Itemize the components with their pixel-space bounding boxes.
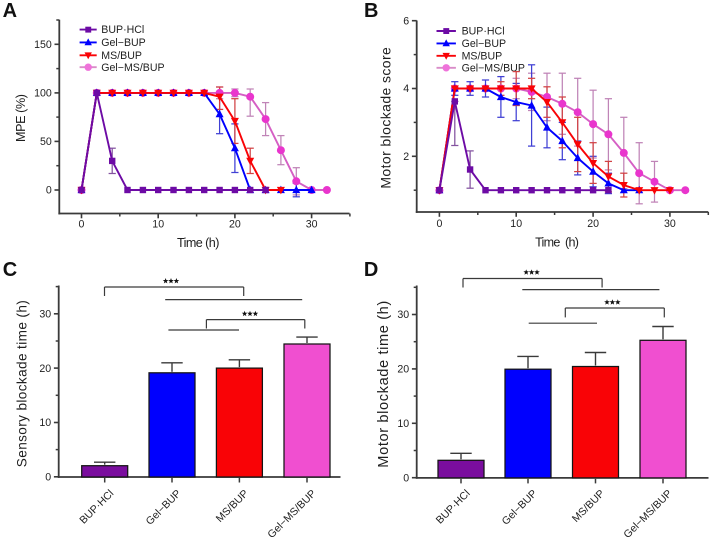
svg-text:10: 10 (397, 418, 409, 430)
svg-text:D: D (364, 259, 378, 281)
svg-text:6: 6 (403, 15, 409, 27)
svg-text:Motor blockade time (h): Motor blockade time (h) (376, 301, 392, 468)
svg-text:0: 0 (436, 218, 442, 230)
svg-text:2: 2 (403, 151, 409, 163)
svg-text:100: 100 (34, 88, 52, 100)
svg-text:MPE (%): MPE (%) (14, 94, 28, 142)
svg-text:Gel−MS/BUP: Gel−MS/BUP (101, 62, 164, 74)
svg-text:Sensory blockade time (h): Sensory blockade time (h) (14, 300, 29, 467)
svg-text:10: 10 (152, 219, 164, 231)
svg-text:30: 30 (397, 309, 409, 321)
svg-text:0: 0 (79, 219, 85, 231)
svg-text:Motor blockade score: Motor blockade score (378, 47, 394, 189)
svg-text:A: A (3, 0, 17, 22)
svg-text:Time (h): Time (h) (177, 236, 220, 250)
svg-text:30: 30 (306, 219, 318, 231)
svg-text:C: C (3, 259, 17, 281)
svg-text:20: 20 (229, 219, 241, 231)
svg-text:20: 20 (397, 364, 409, 376)
svg-text:Gel−BUP: Gel−BUP (101, 37, 145, 49)
svg-text:Gel−BUP: Gel−BUP (462, 38, 506, 50)
svg-text:0: 0 (403, 472, 409, 484)
svg-text:4: 4 (403, 83, 409, 95)
svg-text:0: 0 (46, 185, 52, 197)
svg-text:0: 0 (45, 472, 51, 484)
svg-text:Gel−MS/BUP: Gel−MS/BUP (462, 62, 525, 74)
svg-text:B: B (364, 0, 378, 22)
svg-text:MS/BUP: MS/BUP (462, 50, 503, 62)
svg-text:10: 10 (39, 417, 51, 429)
svg-text:10: 10 (510, 218, 522, 230)
svg-text:30: 30 (39, 309, 51, 321)
svg-text:20: 20 (39, 363, 51, 375)
svg-text:MS/BUP: MS/BUP (101, 50, 142, 62)
svg-text:20: 20 (587, 218, 599, 230)
svg-text:Time (h): Time (h) (535, 235, 579, 249)
svg-text:50: 50 (40, 136, 52, 148)
svg-text:30: 30 (664, 218, 676, 230)
svg-text:BUP·HCl: BUP·HCl (462, 26, 505, 38)
svg-text:BUP·HCl: BUP·HCl (101, 24, 144, 36)
svg-text:150: 150 (34, 39, 52, 51)
